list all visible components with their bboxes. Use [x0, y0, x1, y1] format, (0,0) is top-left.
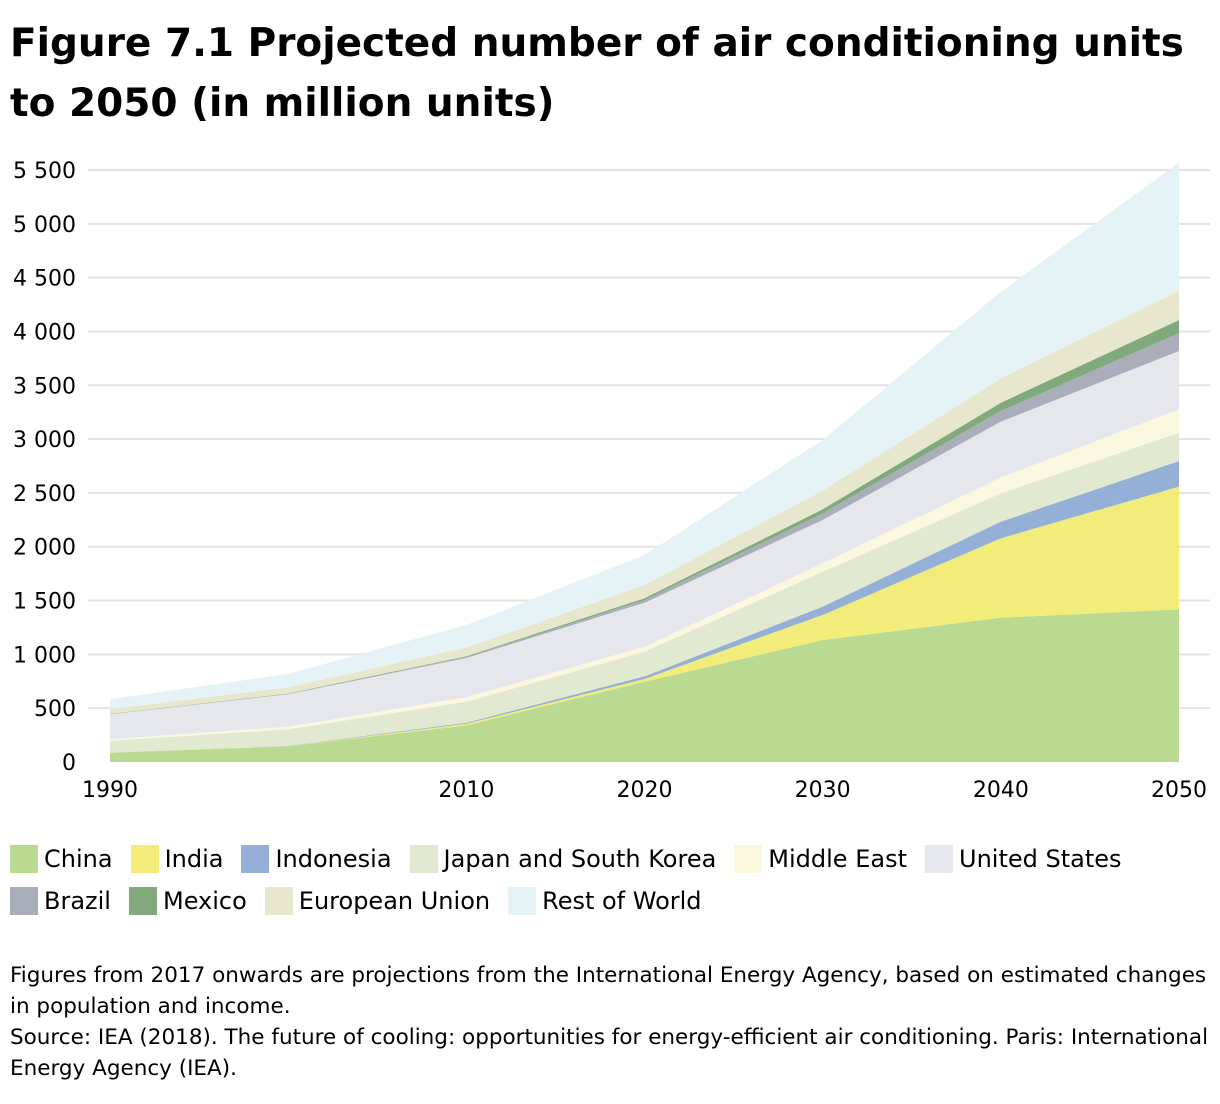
- source-note: Source: IEA (2018). The future of coolin…: [10, 1025, 1209, 1081]
- legend-swatch: [508, 887, 537, 915]
- legend-swatch: [264, 887, 293, 915]
- x-tick-label: 2030: [795, 778, 851, 803]
- y-tick-label: 4 500: [13, 267, 76, 292]
- area-china: [110, 609, 1179, 762]
- legend-item: China: [10, 845, 113, 873]
- x-tick-label: 2040: [973, 778, 1029, 803]
- legend-swatch: [128, 887, 157, 915]
- x-tick-label: 1990: [82, 778, 138, 803]
- legend-item: United States: [925, 845, 1122, 873]
- legend-label: India: [164, 845, 224, 873]
- gridlines: [88, 169, 1210, 710]
- legend-row: Brazil Mexico European Union Rest of World: [10, 880, 1210, 922]
- legend-label: Middle East: [768, 845, 907, 873]
- legend-swatch: [734, 845, 763, 873]
- y-tick-label: 5 000: [13, 213, 76, 238]
- legend-swatch: [10, 845, 38, 873]
- chart-notes: Figures from 2017 onwards are projection…: [10, 960, 1210, 1084]
- y-tick-label: 3 000: [13, 428, 76, 453]
- legend-row: China India Indonesia Japan and South Korea…: [10, 838, 1210, 880]
- legend-label: Indonesia: [275, 845, 392, 873]
- y-tick-label: 5 500: [13, 159, 76, 184]
- legend-swatch: [10, 887, 38, 915]
- legend-label: Mexico: [162, 887, 247, 915]
- legend-item: India: [130, 845, 224, 873]
- projection-note: Figures from 2017 onwards are projection…: [10, 963, 1207, 1019]
- x-tick-label: 2020: [617, 778, 673, 803]
- y-tick-label: 2 000: [13, 536, 76, 561]
- y-tick-label: 0: [62, 751, 76, 776]
- legend-label: European Union: [298, 887, 491, 915]
- y-tick-label: 500: [34, 697, 76, 722]
- chart-title: Figure 7.1 Projected number of air condi…: [10, 21, 1184, 126]
- legend-label: China: [44, 845, 113, 873]
- legend-label: Japan and South Korea: [443, 845, 717, 873]
- legend-item: Middle East: [734, 845, 907, 873]
- y-tick-label: 2 500: [13, 482, 76, 507]
- x-tick-label: 2050: [1151, 778, 1207, 803]
- area-india: [110, 486, 1179, 753]
- legend-item: European Union: [264, 887, 491, 915]
- legend-swatch: [925, 845, 953, 873]
- x-axis-ticks: 1990 2010 2020 2030 2040 2050: [82, 778, 1207, 803]
- legend: China India Indonesia Japan and South Korea…: [10, 838, 1210, 922]
- legend-label: Brazil: [44, 887, 111, 915]
- x-tick-label: 2010: [438, 778, 494, 803]
- legend-item: Indonesia: [241, 845, 392, 873]
- y-tick-label: 1 500: [13, 590, 76, 615]
- legend-item: Rest of World: [508, 887, 702, 915]
- legend-item: Mexico: [128, 887, 247, 915]
- legend-label: United States: [959, 845, 1122, 873]
- stacked-area-chart: 0 500 1 000 1 500 2 000 2 500 3 000 3 500 4 000 4…: [13, 159, 1210, 803]
- legend-swatch: [409, 845, 438, 873]
- legend-item: Japan and South Korea: [409, 845, 717, 873]
- areas: [110, 162, 1179, 762]
- legend-item: Brazil: [10, 887, 111, 915]
- y-tick-label: 1 000: [13, 643, 76, 668]
- y-tick-label: 3 500: [13, 374, 76, 399]
- legend-label: Rest of World: [542, 887, 702, 915]
- y-tick-label: 4 000: [13, 320, 76, 345]
- legend-swatch: [130, 845, 159, 873]
- y-axis-ticks: 0 500 1 000 1 500 2 000 2 500 3 000 3 500 4 000 4…: [13, 159, 76, 776]
- legend-swatch: [241, 845, 270, 873]
